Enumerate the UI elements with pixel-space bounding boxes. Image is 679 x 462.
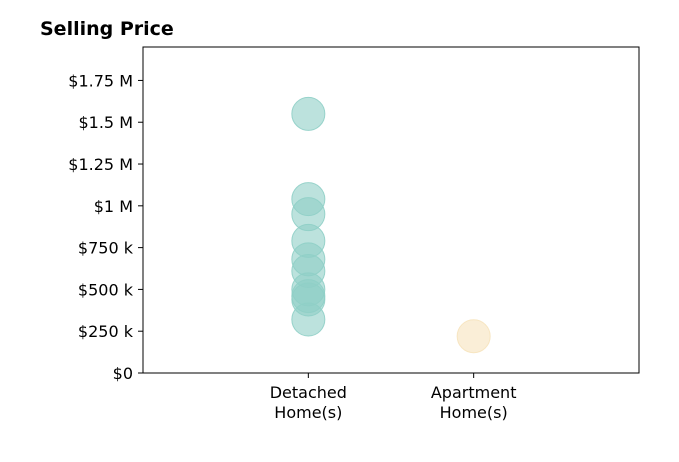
x-axis: Detached Home(s)Apartment Home(s) <box>270 373 517 422</box>
y-tick-label: $0 <box>113 364 133 383</box>
data-point <box>457 320 490 353</box>
data-point <box>292 303 325 336</box>
data-points <box>292 97 490 352</box>
x-tick-label-line: Apartment <box>431 383 517 402</box>
y-axis: $0 $250 k $500 k $750 k $1 M $1.25 M $1.5 M $1.… <box>68 71 143 383</box>
y-tick-label: $500 k <box>78 280 134 299</box>
y-tick-label: $1 M <box>94 197 133 216</box>
y-tick-label: $250 k <box>78 322 134 341</box>
y-tick-label: $750 k <box>78 239 134 258</box>
x-tick-label: Detached Home(s) <box>270 383 347 422</box>
x-tick-label: Apartment Home(s) <box>431 383 517 422</box>
plot-frame <box>143 47 639 373</box>
y-tick-label: $1.25 M <box>68 155 133 174</box>
x-tick-label-line: Detached <box>270 383 347 402</box>
x-tick-label-line: Home(s) <box>440 403 508 422</box>
y-tick-label: $1.5 M <box>78 113 133 132</box>
data-point <box>292 97 325 130</box>
x-tick-label-line: Home(s) <box>274 403 342 422</box>
y-tick-label: $1.75 M <box>68 71 133 90</box>
chart-title: Selling Price <box>40 18 174 40</box>
